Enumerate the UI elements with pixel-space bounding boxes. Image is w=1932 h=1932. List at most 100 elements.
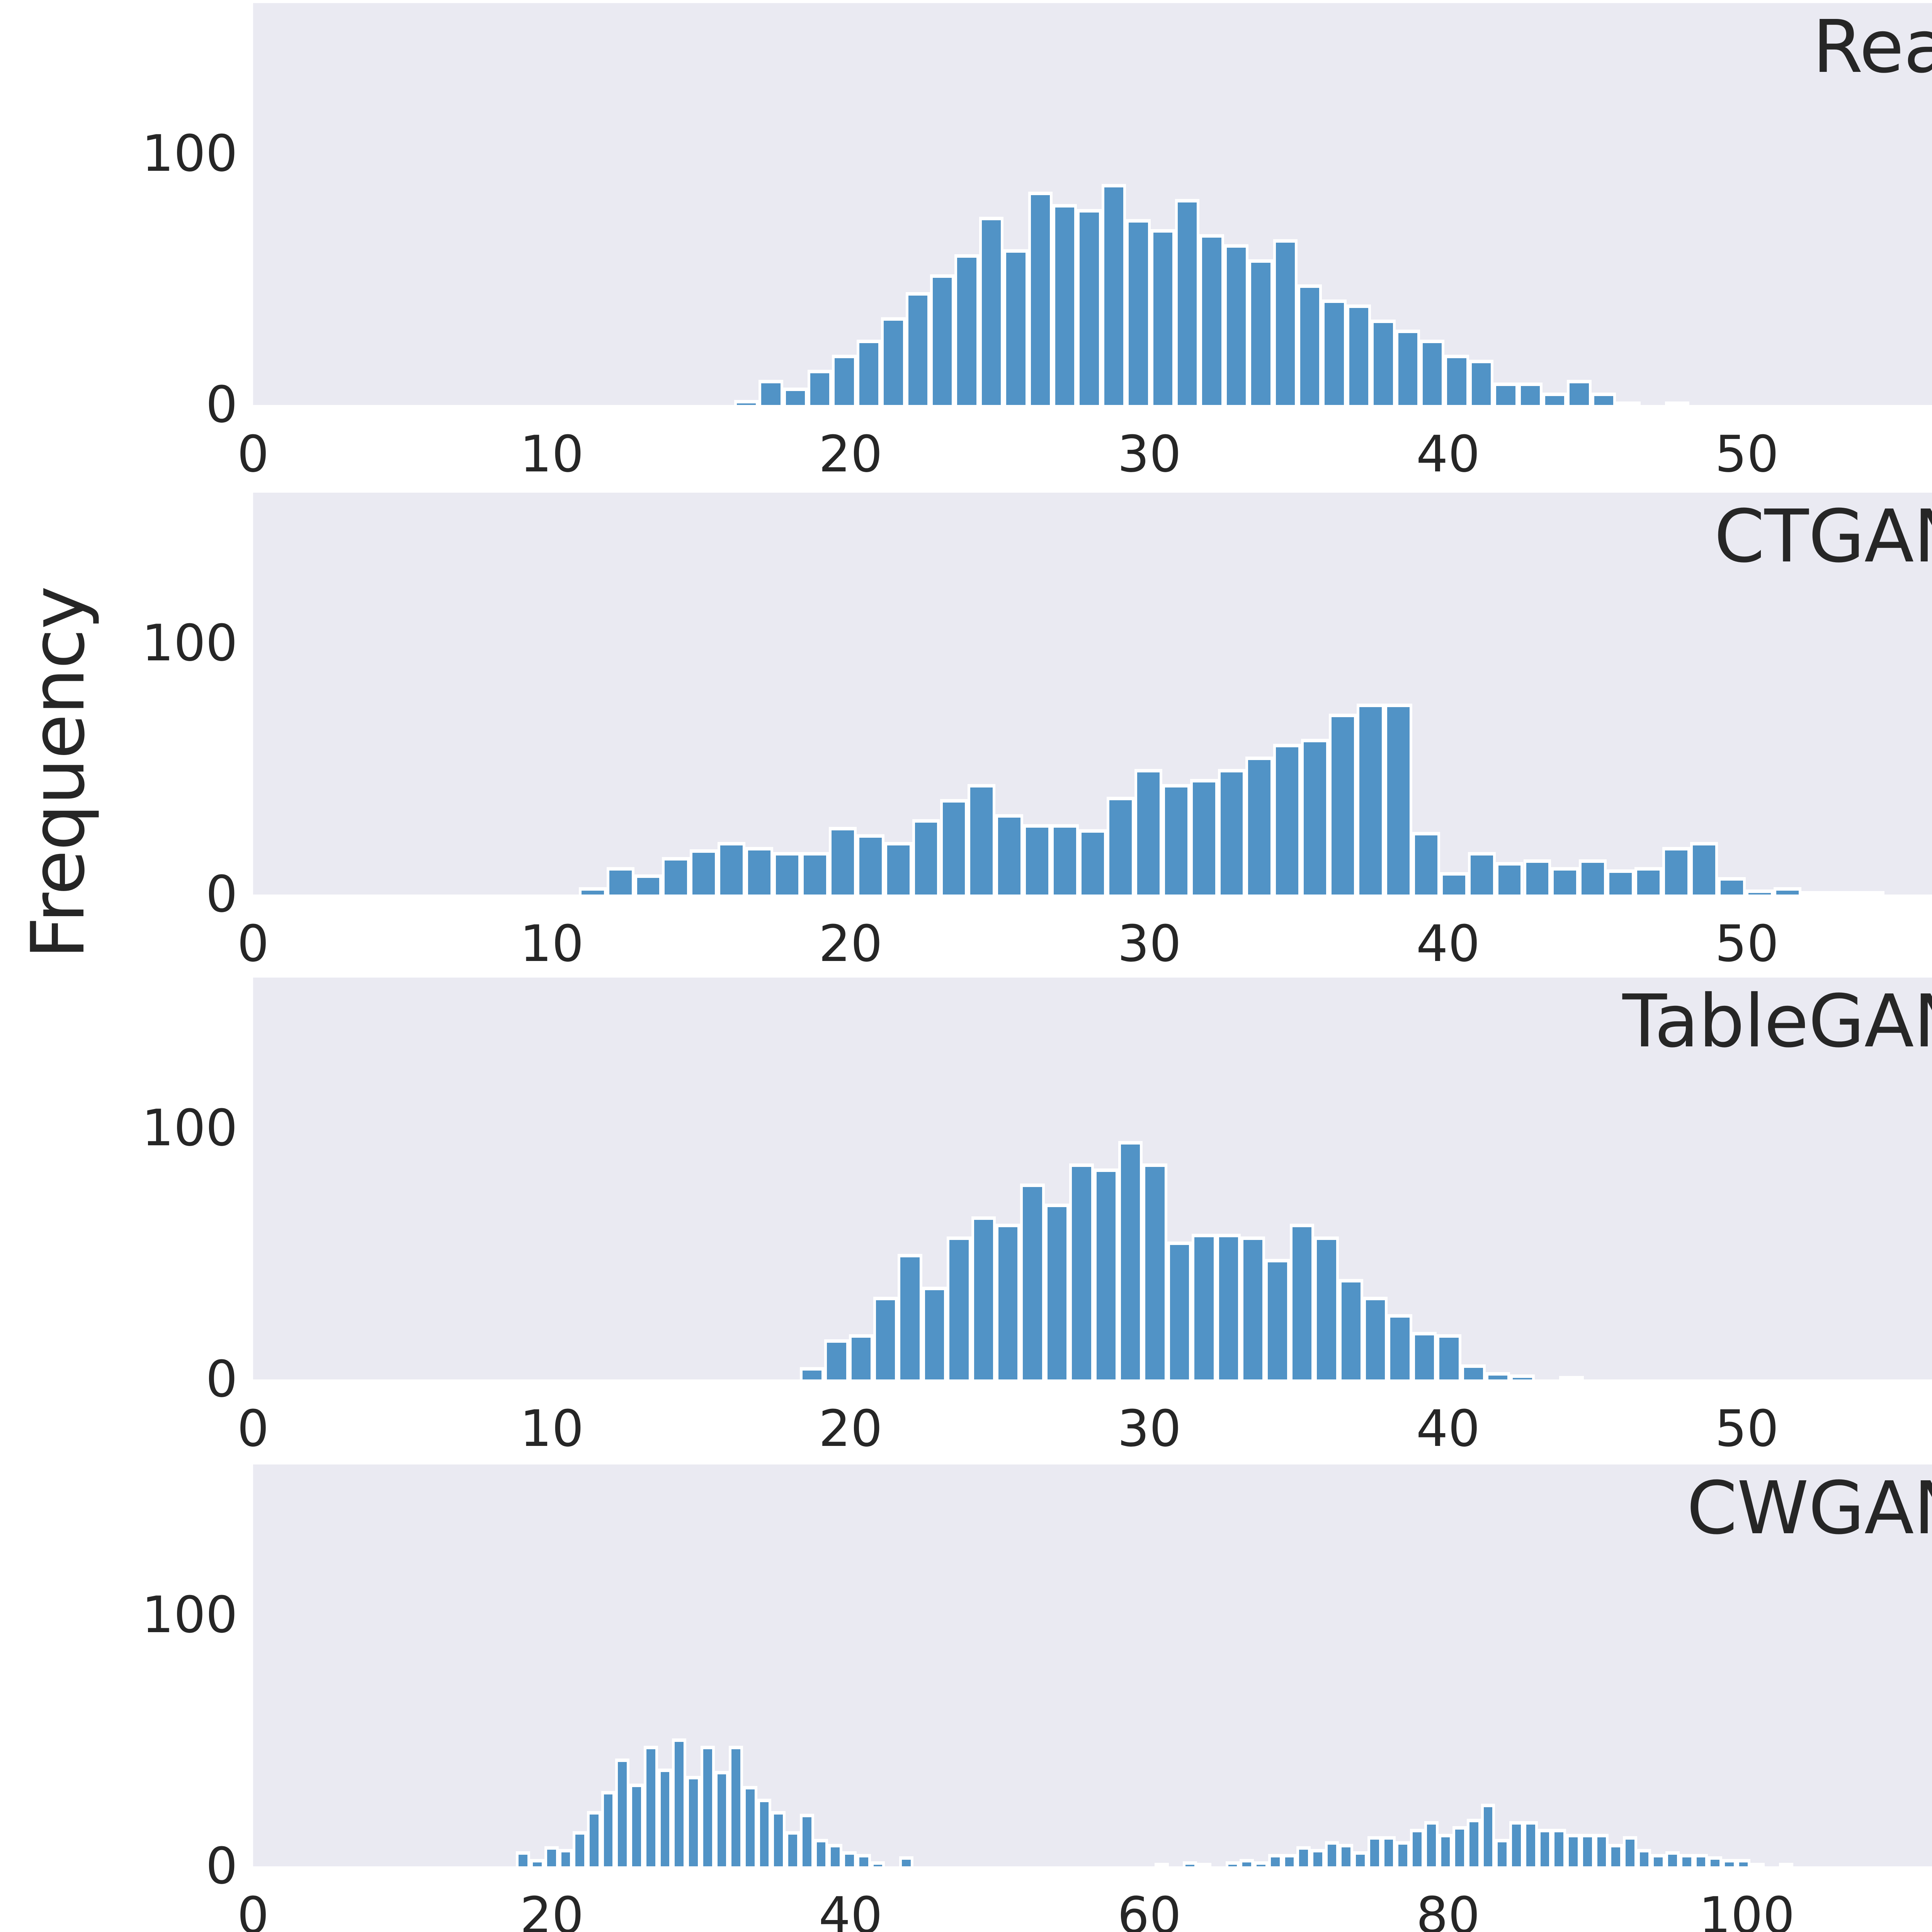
histogram-bar bbox=[1609, 1844, 1623, 1866]
histogram-bar bbox=[1745, 889, 1774, 895]
histogram-bar bbox=[1126, 219, 1151, 405]
histogram-bar bbox=[1469, 360, 1494, 405]
histogram-bar bbox=[1420, 340, 1445, 405]
histogram-bar bbox=[922, 1286, 947, 1379]
histogram-bar bbox=[1241, 1236, 1265, 1379]
histogram-bar bbox=[1268, 1854, 1282, 1866]
histogram-bar bbox=[1175, 199, 1200, 405]
histogram-bar bbox=[714, 1771, 729, 1866]
plot-area bbox=[253, 978, 1932, 1379]
histogram-bar bbox=[1254, 1861, 1268, 1866]
histogram-bar bbox=[686, 1776, 701, 1866]
histogram-bar bbox=[1679, 1854, 1694, 1866]
panel-title: CWGAN bbox=[1686, 1466, 1932, 1551]
x-axis: 0102030405060 bbox=[237, 1399, 1932, 1481]
histogram-bar bbox=[1551, 867, 1579, 895]
histogram-bar bbox=[1225, 1861, 1240, 1866]
histogram-bar bbox=[757, 1798, 772, 1866]
histogram-bar bbox=[1051, 824, 1079, 895]
y-axis-label: Frequency bbox=[15, 587, 101, 959]
histogram-bar bbox=[1101, 184, 1126, 405]
y-tick-label: 0 bbox=[206, 375, 238, 434]
histogram-bar bbox=[1591, 392, 1616, 405]
histogram-bar bbox=[1199, 234, 1224, 405]
x-tick-label: 0 bbox=[237, 914, 269, 973]
histogram-bar bbox=[905, 292, 930, 405]
histogram-bar bbox=[734, 400, 759, 405]
histogram-bar bbox=[1607, 869, 1635, 895]
y-tick-label: 100 bbox=[141, 1585, 238, 1644]
histogram-bars bbox=[253, 978, 1932, 1379]
histogram-bar bbox=[516, 1851, 531, 1866]
histogram-bar bbox=[1273, 744, 1301, 895]
histogram-bar bbox=[1094, 1168, 1119, 1379]
histogram-bar bbox=[1079, 829, 1107, 895]
histogram-bar bbox=[968, 784, 996, 895]
plot-area bbox=[253, 3, 1932, 405]
x-tick-label: 50 bbox=[1715, 1399, 1779, 1458]
x-tick-label: 40 bbox=[818, 1886, 883, 1932]
histogram-bar bbox=[643, 1746, 658, 1866]
histogram-bar bbox=[1003, 249, 1028, 405]
histogram-bar bbox=[1665, 1851, 1680, 1866]
histogram-bar bbox=[1190, 779, 1218, 895]
histogram-bar bbox=[832, 355, 857, 405]
histogram-bar bbox=[1322, 299, 1347, 405]
histogram-bars bbox=[253, 493, 1932, 895]
histogram-bar bbox=[1192, 1234, 1216, 1379]
histogram-bar bbox=[947, 1236, 971, 1379]
histogram-bar bbox=[801, 852, 829, 895]
histogram-bar bbox=[700, 1746, 715, 1866]
histogram-bar bbox=[1542, 392, 1567, 405]
histogram-bar bbox=[658, 1768, 672, 1866]
histogram-bar bbox=[745, 847, 774, 895]
histogram-bar bbox=[1216, 1234, 1241, 1379]
histogram-bar bbox=[849, 1334, 874, 1379]
x-tick-label: 10 bbox=[520, 425, 584, 483]
histogram-bar bbox=[743, 1786, 757, 1866]
x-tick-label: 40 bbox=[1416, 425, 1480, 483]
histogram-bar bbox=[1363, 1296, 1388, 1379]
histogram-bar bbox=[1452, 1826, 1467, 1866]
histogram-bar bbox=[871, 1861, 885, 1866]
x-tick-label: 20 bbox=[818, 425, 883, 483]
x-tick-label: 40 bbox=[1416, 1399, 1480, 1458]
histogram-bar bbox=[1461, 1364, 1486, 1379]
histogram-bar bbox=[1579, 859, 1607, 895]
histogram-bar bbox=[1580, 1833, 1595, 1866]
histogram-bar bbox=[1197, 1863, 1211, 1866]
histogram-bar bbox=[979, 216, 1004, 405]
histogram-bar bbox=[771, 1811, 786, 1866]
histogram-bar bbox=[1438, 1833, 1453, 1866]
histogram-bar bbox=[1523, 859, 1551, 895]
histogram-bar bbox=[1106, 796, 1134, 895]
histogram-bar bbox=[1329, 714, 1357, 895]
histogram-bar bbox=[1510, 1374, 1535, 1379]
histogram-bar bbox=[1077, 209, 1102, 405]
x-tick-label: 0 bbox=[237, 1399, 269, 1458]
x-tick-label: 50 bbox=[1715, 914, 1779, 973]
histogram-bar bbox=[1665, 401, 1690, 405]
histogram-bar bbox=[1662, 847, 1690, 895]
histogram-bar bbox=[1518, 382, 1543, 405]
histogram-bar bbox=[898, 1254, 922, 1379]
histogram-bar bbox=[1339, 1844, 1354, 1866]
histogram-bar bbox=[672, 1738, 687, 1866]
histogram-bar bbox=[718, 842, 746, 895]
y-tick-label: 100 bbox=[141, 124, 238, 183]
histogram-bar bbox=[783, 387, 808, 405]
x-tick-label: 40 bbox=[1416, 914, 1480, 973]
x-axis: 0102030405060 bbox=[237, 914, 1932, 996]
histogram-bar bbox=[1314, 1236, 1339, 1379]
plot-area bbox=[253, 1464, 1932, 1866]
histogram-bar bbox=[1708, 1856, 1723, 1866]
histogram-bar bbox=[573, 1831, 587, 1866]
histogram-bar bbox=[1690, 842, 1718, 895]
panel-title: Real bbox=[1812, 5, 1932, 89]
y-tick-label: 0 bbox=[206, 1837, 238, 1895]
histogram-bar bbox=[824, 1339, 849, 1379]
histogram-bar bbox=[1162, 784, 1190, 895]
x-tick-label: 30 bbox=[1117, 914, 1182, 973]
histogram-bar bbox=[729, 1746, 743, 1866]
